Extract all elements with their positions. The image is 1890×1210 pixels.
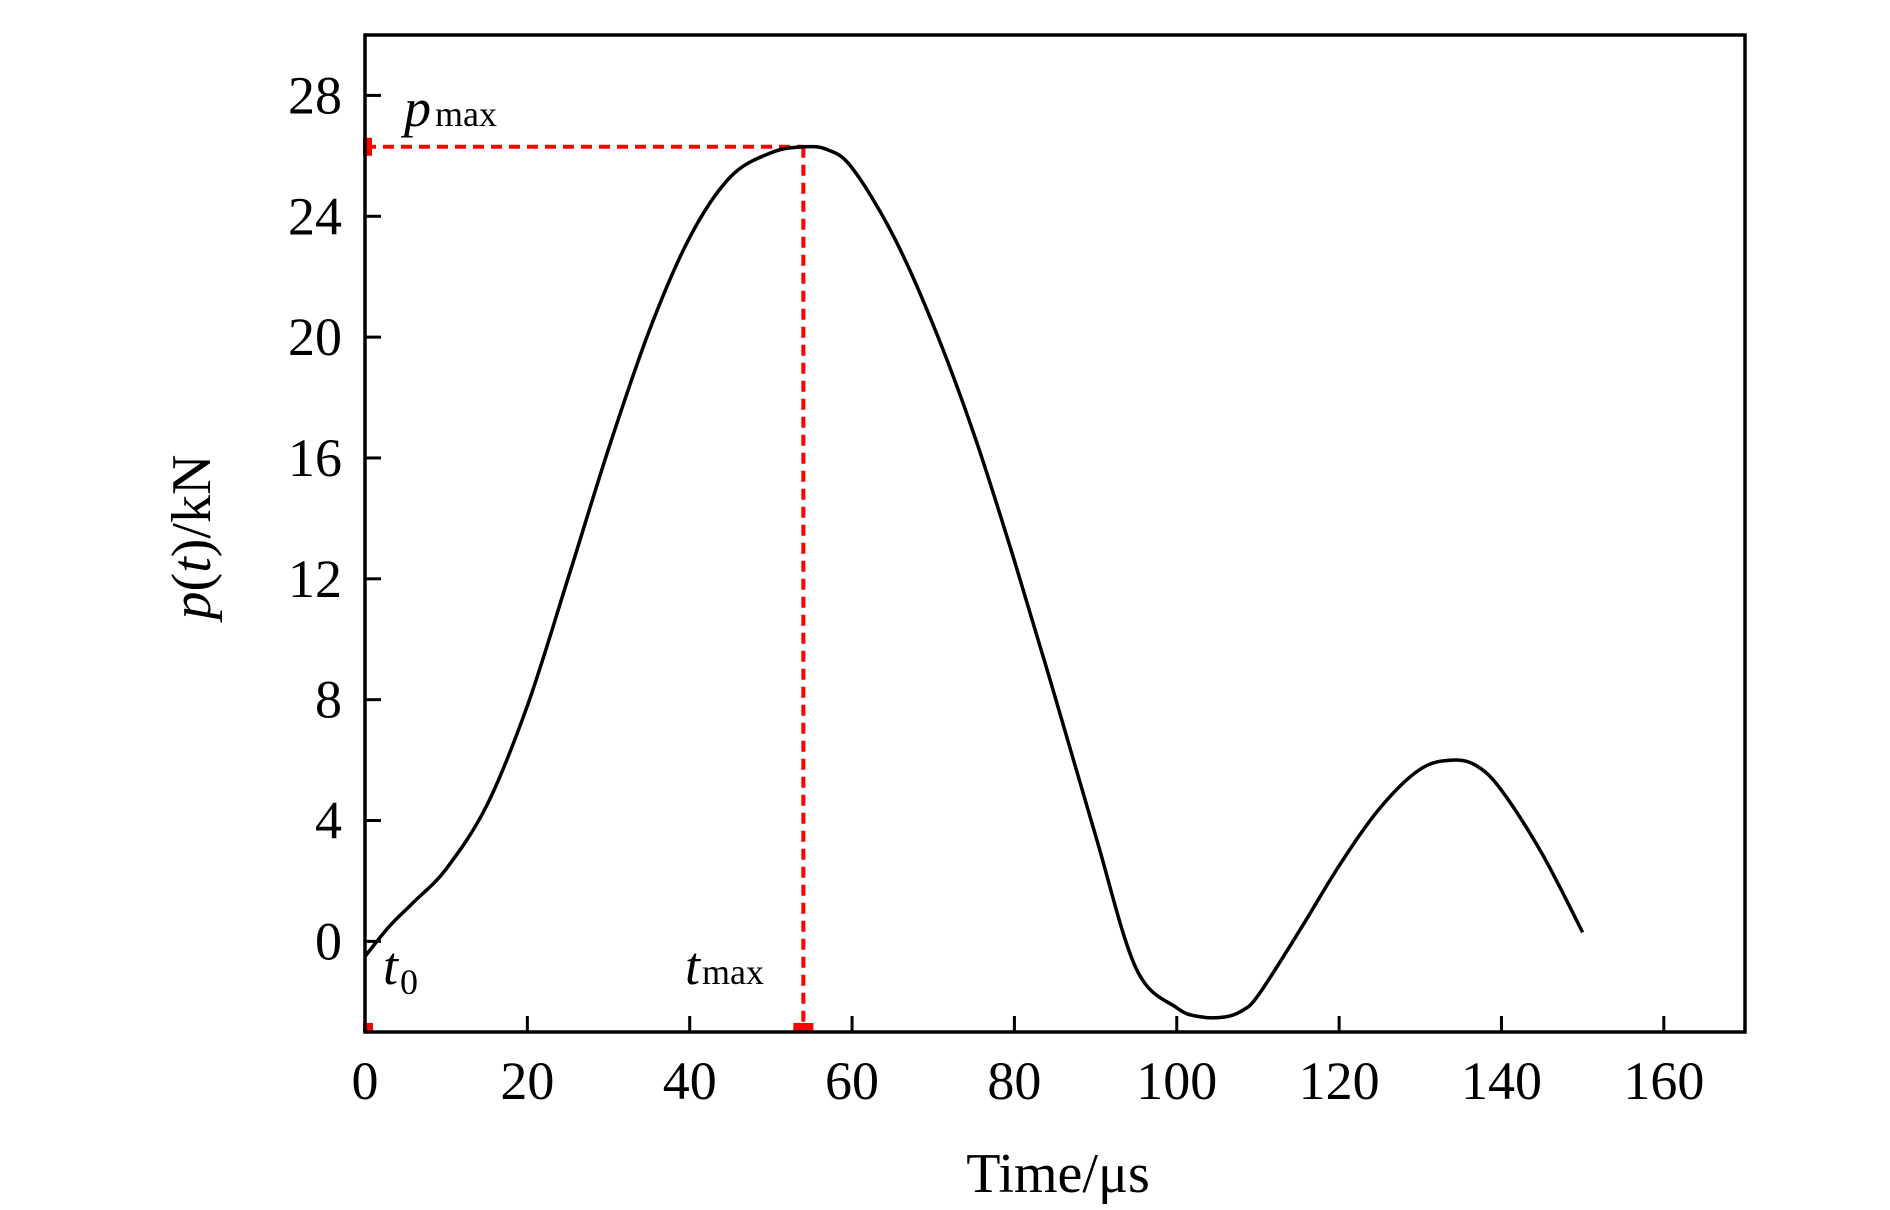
x-tick-label: 40 <box>663 1051 717 1111</box>
x-axis-ticks: 0 20 40 60 80 100 120 140 160 <box>352 1016 1704 1111</box>
y-tick-label: 20 <box>288 307 342 367</box>
pmax-marker <box>363 137 372 156</box>
y-tick-label: 4 <box>315 791 342 851</box>
y-axis-title: p(t)/kN <box>161 455 223 624</box>
x-tick-label: 0 <box>352 1051 379 1111</box>
t0-label: t0 <box>383 936 418 1002</box>
tmax-marker <box>793 1023 814 1032</box>
x-tick-label: 140 <box>1461 1051 1542 1111</box>
x-tick-label: 160 <box>1623 1051 1704 1111</box>
y-tick-label: 8 <box>315 670 342 730</box>
tmax-label: tmax <box>685 936 764 996</box>
x-axis-title: Time/μs <box>966 1143 1150 1205</box>
t0-marker <box>363 1023 373 1032</box>
pmax-label: p max <box>400 78 497 138</box>
plot-area: 0 20 40 60 80 100 120 140 160 0 4 8 12 16 20 24 28 <box>288 33 1747 1111</box>
y-tick-label: 0 <box>315 911 342 971</box>
y-tick-label: 28 <box>288 65 342 125</box>
x-tick-label: 120 <box>1299 1051 1380 1111</box>
x-tick-label: 80 <box>987 1051 1041 1111</box>
force-curve-line <box>363 144 1585 1020</box>
x-tick-label: 100 <box>1136 1051 1217 1111</box>
peak-annotations <box>363 137 814 1032</box>
y-axis-ticks: 0 4 8 12 16 20 24 28 <box>288 65 381 971</box>
y-tick-label: 16 <box>288 428 342 488</box>
y-tick-label: 24 <box>288 186 342 246</box>
x-tick-label: 20 <box>500 1051 554 1111</box>
y-tick-label: 12 <box>288 549 342 609</box>
x-tick-label: 60 <box>825 1051 879 1111</box>
plot-frame <box>363 33 1747 1034</box>
